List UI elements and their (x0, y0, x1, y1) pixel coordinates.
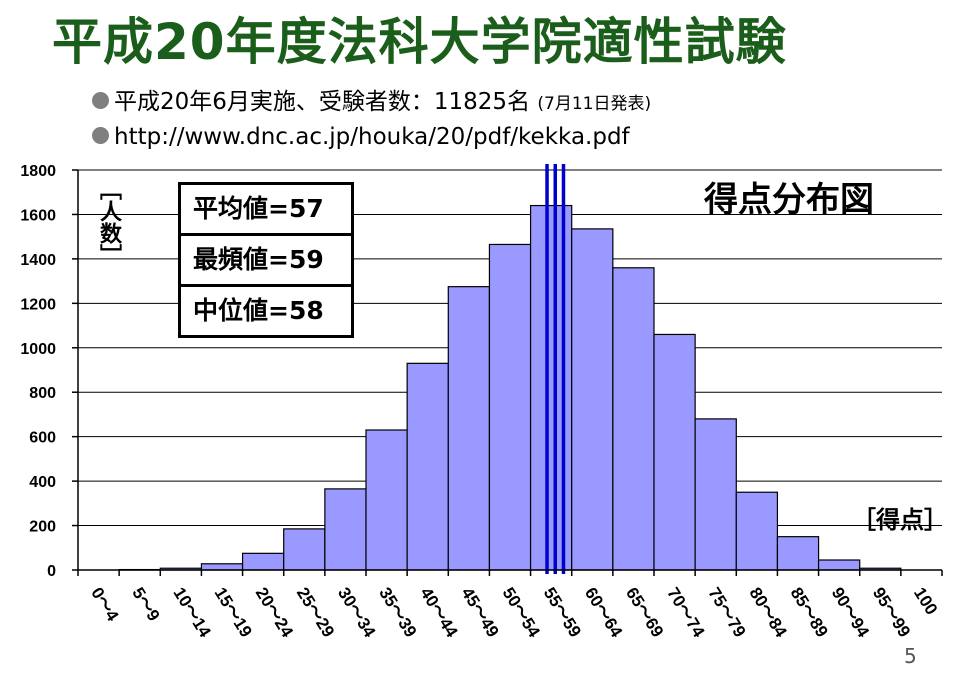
x-tick-label: 90～94 (828, 584, 873, 641)
x-tick-label: 35～39 (375, 584, 420, 641)
page-title: 平成20年度法科大学院適性試験 (52, 13, 787, 71)
chart-bars (118, 204, 902, 571)
y-tick-label: 0 (47, 563, 56, 580)
x-tick-label: 85～89 (787, 584, 832, 641)
bar (612, 267, 655, 571)
x-tick-label: 75～79 (704, 584, 749, 641)
bar (406, 362, 449, 571)
x-tick-label: 50～54 (499, 584, 544, 641)
x-tick-label: 5～9 (128, 584, 163, 625)
page-number: 5 (904, 644, 917, 668)
chart-axes (72, 169, 943, 576)
bar (735, 491, 779, 571)
bullet-dot-icon (92, 127, 109, 144)
x-tick-label: 15～19 (211, 584, 256, 641)
bar (653, 333, 696, 571)
x-tick-label: 100 (910, 584, 941, 618)
chart-marker-lines (545, 164, 566, 574)
y-tick-label: 1400 (20, 252, 56, 269)
x-tick-label: 0～4 (87, 584, 122, 625)
y-tick-labels: 0 200 400 600 800 1000 1200 1400 1600 1800 (20, 163, 56, 580)
y-tick-label: 1600 (20, 207, 56, 224)
y-tick-label: 200 (29, 519, 56, 536)
bar (694, 418, 737, 571)
y-tick-label: 400 (29, 474, 56, 491)
bar (529, 204, 573, 571)
bar (776, 536, 820, 571)
bar (365, 429, 408, 571)
y-tick-label: 1200 (20, 296, 56, 313)
bullet-exam-info: 平成20年6月実施、受験者数：11825名 (7月11日発表) (92, 82, 651, 116)
bullet-dot-icon (92, 92, 109, 109)
exam-info-text: 平成20年6月実施、受験者数：11825名 (114, 89, 531, 115)
x-tick-label: 80～84 (745, 584, 790, 641)
y-axis-label: ［人数］ (92, 178, 124, 266)
x-tick-label: 25～29 (293, 584, 338, 641)
bar (200, 563, 244, 571)
bar (571, 228, 614, 571)
mode-box: 最頻値=59 (178, 233, 354, 287)
announcement-note: (7月11日発表) (537, 94, 652, 114)
bar (447, 286, 491, 571)
x-tick-label: 30～34 (334, 584, 379, 641)
x-tick-labels: 0～4 5～9 10～1415～1920～2425～2930～3435～3940～4… (87, 584, 941, 641)
x-tick-label: 95～99 (869, 584, 914, 641)
x-tick-label: 55～59 (540, 584, 585, 641)
x-axis-label: ［得点］ (852, 506, 948, 534)
y-tick-label: 800 (29, 385, 56, 402)
bullet-source-url: http://www.dnc.ac.jp/houka/20/pdf/kekka.… (92, 124, 630, 150)
chart-title: 得点分布図 (704, 180, 874, 220)
source-url-text[interactable]: http://www.dnc.ac.jp/houka/20/pdf/kekka.… (114, 124, 630, 150)
y-tick-label: 1800 (20, 163, 56, 180)
bar (241, 552, 285, 571)
median-box: 中位値=58 (178, 284, 354, 338)
x-tick-label: 45～49 (457, 584, 502, 641)
x-tick-label: 70～74 (663, 584, 708, 641)
bar (283, 528, 326, 571)
mean-box: 平均値=57 (178, 182, 354, 236)
y-axis-label-text: ［人数］ (96, 178, 121, 266)
bar (817, 559, 861, 571)
y-tick-label: 1000 (20, 341, 56, 358)
bar (488, 243, 532, 571)
x-tick-label: 60～64 (581, 584, 626, 641)
x-tick-label: 10～14 (169, 584, 214, 641)
bar (324, 488, 367, 571)
x-tick-label: 20～24 (252, 584, 297, 641)
y-tick-label: 600 (29, 430, 56, 447)
x-tick-label: 65～69 (622, 584, 667, 641)
x-tick-label: 40～44 (416, 584, 461, 641)
